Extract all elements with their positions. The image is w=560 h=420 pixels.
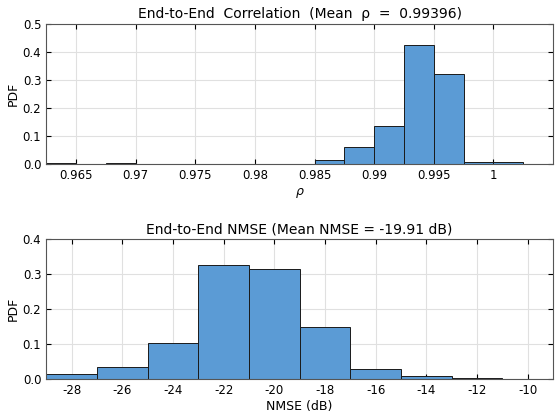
Bar	[46, 163, 76, 164]
X-axis label: NMSE (dB): NMSE (dB)	[267, 400, 333, 413]
Bar	[464, 163, 493, 164]
Bar	[452, 378, 502, 379]
Y-axis label: PDF: PDF	[7, 81, 20, 106]
Bar	[404, 45, 434, 164]
Bar	[493, 163, 523, 164]
Bar	[401, 376, 452, 379]
Bar	[148, 343, 198, 379]
Bar	[97, 367, 148, 379]
X-axis label: ρ: ρ	[296, 184, 304, 197]
Bar	[198, 265, 249, 379]
Bar	[351, 369, 401, 379]
Bar	[344, 147, 374, 164]
Bar	[315, 160, 344, 164]
Bar	[434, 74, 464, 164]
Bar	[374, 126, 404, 164]
Bar	[300, 327, 351, 379]
Bar	[106, 163, 136, 164]
Bar	[249, 269, 300, 379]
Title: End-to-End NMSE (Mean NMSE = -19.91 dB): End-to-End NMSE (Mean NMSE = -19.91 dB)	[147, 223, 453, 236]
Y-axis label: PDF: PDF	[7, 297, 20, 321]
Title: End-to-End  Correlation  (Mean  ρ  =  0.99396): End-to-End Correlation (Mean ρ = 0.99396…	[138, 7, 461, 21]
Bar	[46, 374, 97, 379]
